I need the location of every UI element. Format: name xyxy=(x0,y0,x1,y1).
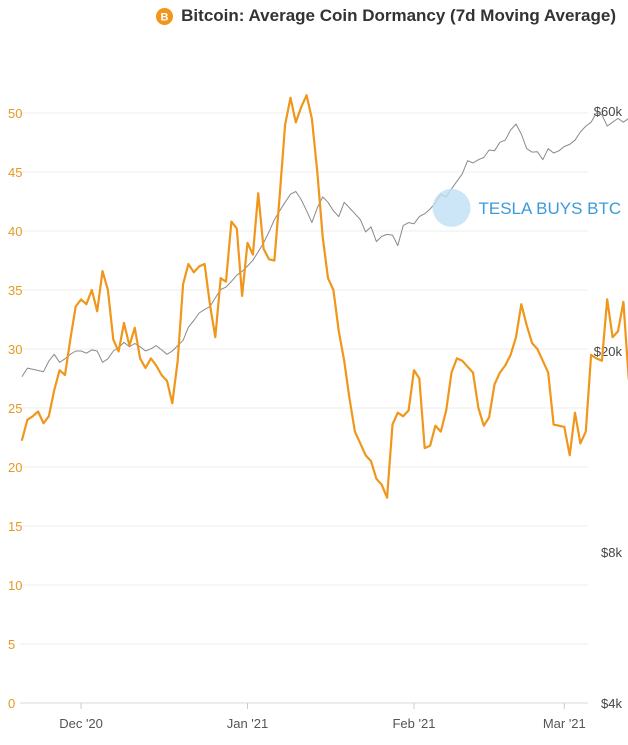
right-axis: $4k $8k $20k $60k xyxy=(594,104,623,711)
left-tick-label: 50 xyxy=(8,106,22,121)
left-tick-label: 35 xyxy=(8,283,22,298)
chart-title: Bitcoin: Average Coin Dormancy (7d Movin… xyxy=(181,6,616,25)
bitcoin-icon: B xyxy=(156,7,174,25)
left-tick-label: 20 xyxy=(8,460,22,475)
x-tick-label: Feb '21 xyxy=(392,716,435,731)
left-tick-label: 30 xyxy=(8,342,22,357)
right-tick-label: $60k xyxy=(594,104,623,119)
x-tick-label: Dec '20 xyxy=(59,716,103,731)
svg-text:B: B xyxy=(161,11,169,23)
grid xyxy=(20,112,588,704)
chart-title-row: B Bitcoin: Average Coin Dormancy (7d Mov… xyxy=(156,6,616,26)
price-series-line xyxy=(21,112,628,377)
left-axis: 0 5 10 15 20 25 30 35 40 45 50 xyxy=(8,106,22,711)
right-tick-label: $4k xyxy=(601,696,622,711)
right-tick-label: $8k xyxy=(601,545,622,560)
left-tick-label: 45 xyxy=(8,165,22,180)
x-axis: Dec '20 Jan '21 Feb '21 Mar '21 xyxy=(20,702,588,731)
annotation-marker xyxy=(432,188,471,227)
annotation-label: TESLA BUYS BTC xyxy=(479,199,622,218)
x-tick-label: Mar '21 xyxy=(543,716,586,731)
left-tick-label: 10 xyxy=(8,578,22,593)
dormancy-series-line xyxy=(20,94,628,499)
left-tick-label: 25 xyxy=(8,401,22,416)
left-tick-label: 5 xyxy=(8,637,15,652)
left-tick-label: 40 xyxy=(8,224,22,239)
left-tick-label: 0 xyxy=(8,696,15,711)
x-tick-label: Jan '21 xyxy=(227,716,269,731)
left-tick-label: 15 xyxy=(8,519,22,534)
right-tick-label: $20k xyxy=(594,344,623,359)
